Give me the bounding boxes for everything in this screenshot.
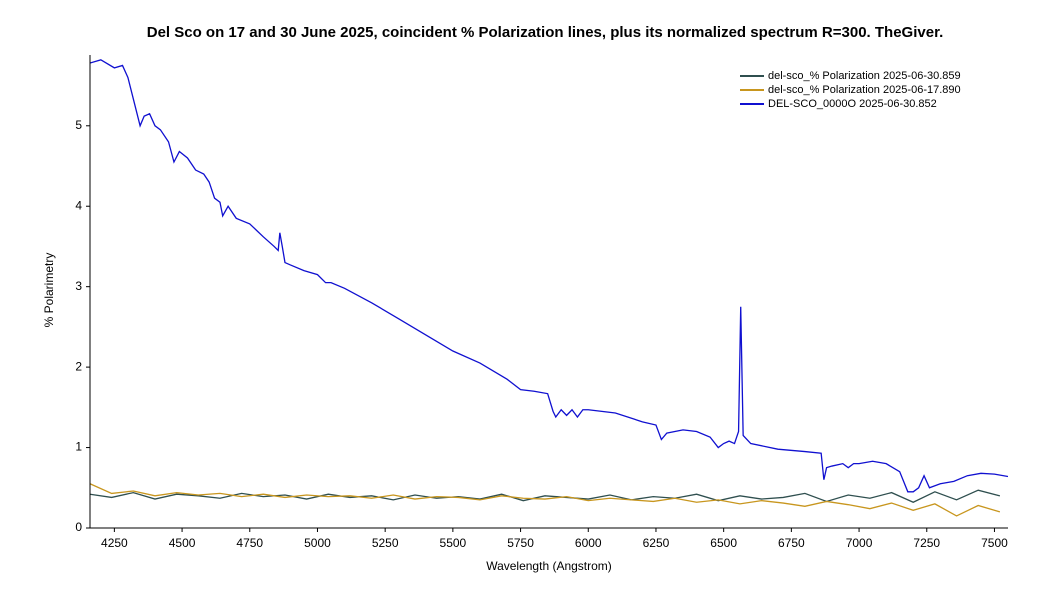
legend-label: DEL-SCO_0000O 2025-06-30.852 (768, 98, 937, 110)
x-tick-label: 7000 (846, 536, 873, 550)
series-line (90, 483, 1001, 517)
y-tick-label: 5 (75, 118, 82, 132)
x-tick-label: 4750 (236, 536, 263, 550)
x-tick-label: 6750 (778, 536, 805, 550)
x-tick-label: 5250 (372, 536, 399, 550)
y-tick-label: 4 (75, 198, 82, 212)
series-line (90, 59, 1008, 493)
x-tick-label: 6000 (575, 536, 602, 550)
series-line (90, 489, 1001, 503)
y-tick-label: 3 (75, 279, 82, 293)
y-tick-label: 2 (75, 359, 82, 373)
y-tick-label: 0 (75, 520, 82, 534)
x-tick-label: 7500 (981, 536, 1008, 550)
x-tick-label: 4500 (169, 536, 196, 550)
x-tick-label: 5750 (507, 536, 534, 550)
x-tick-label: 6500 (710, 536, 737, 550)
y-tick-label: 1 (75, 440, 82, 454)
x-axis-label: Wavelength (Angstrom) (486, 559, 612, 573)
legend-label: del-sco_% Polarization 2025-06-17.890 (768, 84, 961, 96)
x-tick-label: 7250 (913, 536, 940, 550)
x-tick-label: 6250 (643, 536, 670, 550)
y-axis-label: % Polarimetry (42, 253, 56, 328)
chart-title: Del Sco on 17 and 30 June 2025, coincide… (147, 24, 944, 41)
x-tick-label: 5500 (440, 536, 467, 550)
x-tick-label: 4250 (101, 536, 128, 550)
x-tick-label: 5000 (304, 536, 331, 550)
legend-label: del-sco_% Polarization 2025-06-30.859 (768, 70, 961, 82)
